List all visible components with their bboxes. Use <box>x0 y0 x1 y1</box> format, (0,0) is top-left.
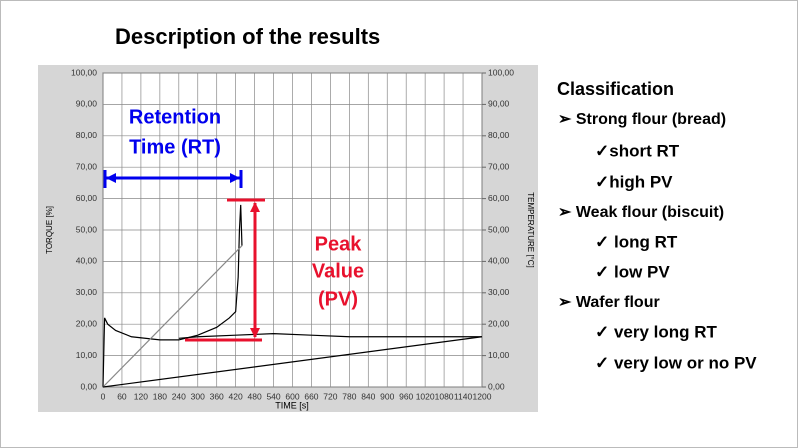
x-tick-label: 60 <box>117 391 127 401</box>
y-tick-label: 90,00 <box>76 99 98 109</box>
classification-item: ➢ Weak flour (biscuit) <box>558 204 724 221</box>
slide-title: Description of the results <box>115 24 380 49</box>
x-tick-label: 660 <box>304 391 318 401</box>
y2-tick-label: 70,00 <box>488 161 510 171</box>
y2-tick-label: 60,00 <box>488 193 510 203</box>
y2-axis-title: TEMPERATURE [°C] <box>526 192 535 268</box>
x-tick-label: 0 <box>101 391 106 401</box>
y2-tick-label: 20,00 <box>488 318 510 328</box>
y-tick-label: 60,00 <box>76 193 98 203</box>
y-axis-title: TORQUE [%] <box>45 206 54 254</box>
y-tick-label: 0,00 <box>80 381 97 391</box>
y2-tick-label: 10,00 <box>488 350 510 360</box>
x-tick-label: 360 <box>210 391 224 401</box>
y2-tick-label: 80,00 <box>488 130 510 140</box>
y2-tick-label: 90,00 <box>488 99 510 109</box>
x-tick-label: 180 <box>153 391 167 401</box>
x-tick-label: 480 <box>248 391 262 401</box>
classification-item: ➢ Wafer flour <box>558 294 660 311</box>
rt-arrow <box>103 170 243 188</box>
y-tick-label: 100,00 <box>71 67 97 77</box>
pv-arrow <box>185 198 265 342</box>
classification-heading: Classification <box>557 79 674 99</box>
x-tick-label: 840 <box>361 391 375 401</box>
y-tick-label: 40,00 <box>76 256 98 266</box>
y2-tick-label: 30,00 <box>488 287 510 297</box>
x-tick-label: 1140 <box>454 391 473 401</box>
classification-item: ➢ Strong flour (bread) <box>558 111 726 128</box>
rt-label: Retention <box>129 106 221 128</box>
x-tick-label: 240 <box>172 391 186 401</box>
y-tick-label: 70,00 <box>76 161 98 171</box>
series-line <box>102 204 243 388</box>
classification-item: ✓ long RT <box>595 232 678 251</box>
classification-item: ✓ very low or no PV <box>595 353 757 372</box>
y2-tick-label: 50,00 <box>488 224 510 234</box>
x-tick-label: 1080 <box>435 391 454 401</box>
x-tick-label: 120 <box>134 391 148 401</box>
pv-label: Value <box>312 260 364 282</box>
x-tick-label: 1020 <box>416 391 435 401</box>
y2-tick-label: 0,00 <box>488 381 505 391</box>
x-tick-label: 960 <box>399 391 413 401</box>
x-tick-label: 300 <box>191 391 205 401</box>
classification-item: ✓ low PV <box>595 262 670 281</box>
y-tick-label: 10,00 <box>76 350 98 360</box>
y-tick-label: 80,00 <box>76 130 98 140</box>
y2-tick-label: 100,00 <box>488 67 514 77</box>
x-tick-label: 900 <box>380 391 394 401</box>
x-tick-label: 720 <box>323 391 337 401</box>
x-tick-label: 780 <box>342 391 356 401</box>
series-line <box>102 336 483 388</box>
rt-label: Time (RT) <box>129 136 221 158</box>
pv-label: Peak <box>315 233 363 255</box>
classification-item: ✓ very long RT <box>595 322 718 341</box>
classification-item: ✓high PV <box>595 172 673 191</box>
pv-label: (PV) <box>318 288 358 310</box>
y-tick-label: 30,00 <box>76 287 98 297</box>
x-tick-label: 540 <box>266 391 280 401</box>
x-tick-label: 600 <box>285 391 299 401</box>
x-axis-title: TIME [s] <box>275 400 309 410</box>
series-line <box>178 333 482 339</box>
y-tick-label: 50,00 <box>76 224 98 234</box>
y2-tick-label: 40,00 <box>488 256 510 266</box>
y-tick-label: 20,00 <box>76 318 98 328</box>
classification-item: ✓short RT <box>595 141 680 160</box>
x-tick-label: 420 <box>229 391 243 401</box>
x-tick-label: 1200 <box>473 391 492 401</box>
series-line <box>102 245 243 388</box>
